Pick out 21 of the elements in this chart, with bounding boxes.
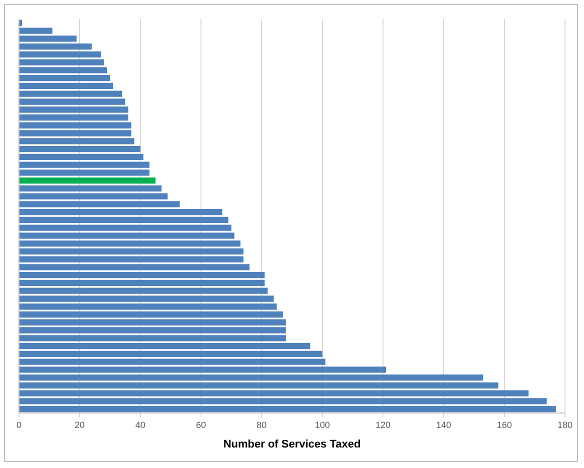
bar xyxy=(20,342,310,350)
x-tick-label: 20 xyxy=(74,420,85,430)
x-tick-label: 80 xyxy=(256,420,267,430)
x-tick-label: 100 xyxy=(314,420,330,430)
x-tick-label: 180 xyxy=(557,420,573,430)
bar xyxy=(20,374,484,381)
x-tick-label: 0 xyxy=(16,420,22,430)
bar xyxy=(20,82,114,90)
bar xyxy=(20,248,244,255)
bar xyxy=(20,51,101,58)
bar xyxy=(20,146,140,152)
x-tick-label: 120 xyxy=(375,420,391,430)
x-tick-label: 60 xyxy=(196,420,206,430)
bar xyxy=(20,280,265,286)
x-tick-label: 40 xyxy=(135,420,146,430)
x-tick-label: 140 xyxy=(436,420,452,430)
bar xyxy=(20,177,156,184)
x-axis-title: Number of Services Taxed xyxy=(223,438,361,450)
bar xyxy=(20,114,128,121)
bar xyxy=(20,311,283,318)
x-tick-label: 160 xyxy=(496,420,512,430)
